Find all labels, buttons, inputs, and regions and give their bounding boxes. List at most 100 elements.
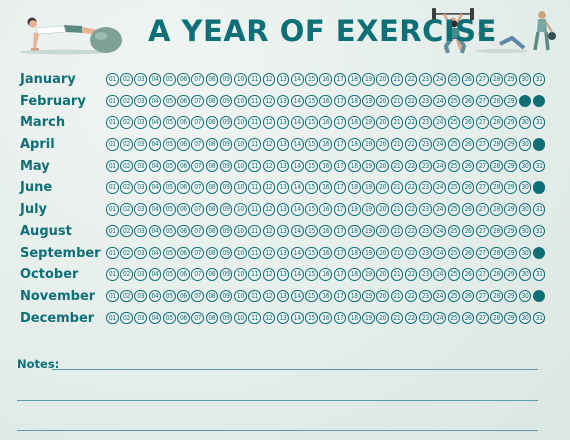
day-circle[interactable]: 08 [205, 159, 219, 173]
day-circle[interactable]: 06 [177, 224, 190, 238]
day-circle[interactable]: 12 [262, 203, 276, 216]
day-circle[interactable]: 28 [490, 268, 503, 281]
day-circle[interactable]: 30 [518, 289, 532, 303]
day-circle[interactable]: 12 [262, 289, 276, 303]
day-circle[interactable]: 07 [191, 181, 204, 195]
day-circle[interactable]: 05 [162, 246, 176, 260]
day-circle[interactable]: 21 [390, 181, 404, 195]
day-circle[interactable]: 01 [106, 116, 119, 129]
day-circle[interactable]: 14 [290, 94, 304, 108]
day-circle[interactable]: 06 [177, 116, 190, 129]
day-circle[interactable]: 06 [177, 289, 190, 303]
day-circle[interactable]: 26 [461, 159, 475, 173]
day-circle[interactable]: 19 [362, 289, 375, 303]
day-circle[interactable]: 02 [120, 159, 133, 173]
day-circle[interactable]: 17 [333, 224, 347, 238]
day-circle[interactable]: 26 [461, 181, 475, 195]
day-circle[interactable]: 14 [290, 73, 304, 86]
day-circle[interactable]: 05 [162, 159, 176, 173]
day-circle[interactable]: 21 [390, 159, 404, 173]
day-circle[interactable]: 03 [134, 224, 148, 238]
day-circle[interactable]: 01 [106, 138, 119, 151]
day-circle[interactable]: 25 [447, 246, 461, 260]
day-circle[interactable]: 20 [376, 116, 389, 129]
day-circle[interactable]: 10 [234, 73, 247, 86]
day-circle[interactable]: 19 [362, 203, 375, 216]
day-circle[interactable]: 29 [504, 203, 518, 216]
day-circle[interactable]: 23 [419, 138, 432, 151]
day-circle[interactable]: 21 [390, 246, 404, 260]
day-circle[interactable]: 11 [248, 94, 261, 108]
day-circle[interactable]: 22 [404, 116, 418, 129]
day-circle[interactable]: 18 [347, 181, 361, 195]
day-circle[interactable]: 07 [191, 268, 204, 281]
day-circle[interactable]: 22 [404, 268, 418, 281]
day-circle[interactable]: 24 [433, 138, 446, 151]
day-circle[interactable]: 10 [234, 246, 247, 260]
day-circle[interactable]: 28 [490, 203, 503, 216]
day-circle[interactable]: 10 [234, 268, 247, 281]
day-circle[interactable]: 09 [219, 181, 233, 195]
day-circle[interactable]: 29 [504, 246, 518, 260]
day-circle[interactable]: 15 [305, 159, 318, 173]
day-circle[interactable]: 10 [234, 289, 247, 303]
day-circle[interactable]: 12 [262, 73, 276, 86]
day-circle[interactable]: 08 [205, 116, 219, 129]
day-circle[interactable]: 10 [234, 138, 247, 151]
day-circle[interactable]: 20 [376, 246, 389, 260]
day-circle[interactable]: 08 [205, 224, 219, 238]
day-circle[interactable]: 19 [362, 94, 375, 108]
day-circle[interactable]: 30 [518, 159, 532, 173]
day-circle[interactable]: 31 [532, 73, 546, 86]
day-circle[interactable]: 21 [390, 289, 404, 303]
day-circle[interactable]: 18 [347, 116, 361, 129]
day-circle[interactable]: 16 [319, 246, 333, 260]
day-circle[interactable]: 16 [319, 268, 333, 281]
day-circle[interactable]: 18 [347, 268, 361, 281]
day-circle[interactable]: 02 [120, 311, 133, 325]
day-circle[interactable]: 05 [162, 224, 176, 238]
day-circle[interactable]: 08 [205, 203, 219, 216]
day-circle[interactable]: 07 [191, 159, 204, 173]
day-circle[interactable]: 29 [504, 224, 518, 238]
day-circle[interactable]: 09 [219, 203, 233, 216]
day-circle[interactable]: 07 [191, 289, 204, 303]
day-circle[interactable]: 06 [177, 268, 190, 281]
day-circle[interactable]: 01 [106, 268, 119, 281]
day-circle[interactable]: 26 [461, 224, 475, 238]
day-circle[interactable]: 16 [319, 203, 333, 216]
day-circle[interactable]: 31 [532, 268, 546, 281]
day-circle[interactable]: 21 [390, 268, 404, 281]
day-circle[interactable]: 24 [433, 203, 446, 216]
day-circle[interactable]: 31 [532, 116, 546, 129]
day-circle[interactable]: 29 [504, 159, 518, 173]
day-circle[interactable]: 06 [177, 138, 190, 151]
day-circle[interactable]: 07 [191, 203, 204, 216]
day-circle[interactable]: 11 [248, 181, 261, 195]
day-circle[interactable]: 27 [475, 203, 489, 216]
day-circle[interactable]: 06 [177, 246, 190, 260]
day-circle[interactable]: 30 [518, 224, 532, 238]
day-circle[interactable]: 26 [461, 116, 475, 129]
day-circle[interactable]: 19 [362, 246, 375, 260]
day-circle[interactable]: 22 [404, 138, 418, 151]
day-circle[interactable]: 13 [276, 94, 290, 108]
day-circle[interactable]: 10 [234, 224, 247, 238]
day-circle[interactable]: 22 [404, 73, 418, 86]
day-circle[interactable]: 20 [376, 289, 389, 303]
day-circle[interactable]: 03 [134, 311, 148, 325]
day-circle[interactable]: 09 [219, 94, 233, 108]
day-circle[interactable]: 23 [419, 246, 432, 260]
day-circle[interactable]: 30 [518, 181, 532, 195]
day-circle[interactable]: 31 [532, 94, 546, 108]
day-circle[interactable]: 25 [447, 311, 461, 325]
day-circle[interactable]: 18 [347, 159, 361, 173]
day-circle[interactable]: 22 [404, 181, 418, 195]
day-circle[interactable]: 07 [191, 73, 204, 86]
day-circle[interactable]: 04 [148, 116, 162, 129]
day-circle[interactable]: 22 [404, 289, 418, 303]
day-circle[interactable]: 02 [120, 289, 133, 303]
day-circle[interactable]: 09 [219, 116, 233, 129]
day-circle[interactable]: 11 [248, 73, 261, 86]
day-circle[interactable]: 25 [447, 289, 461, 303]
